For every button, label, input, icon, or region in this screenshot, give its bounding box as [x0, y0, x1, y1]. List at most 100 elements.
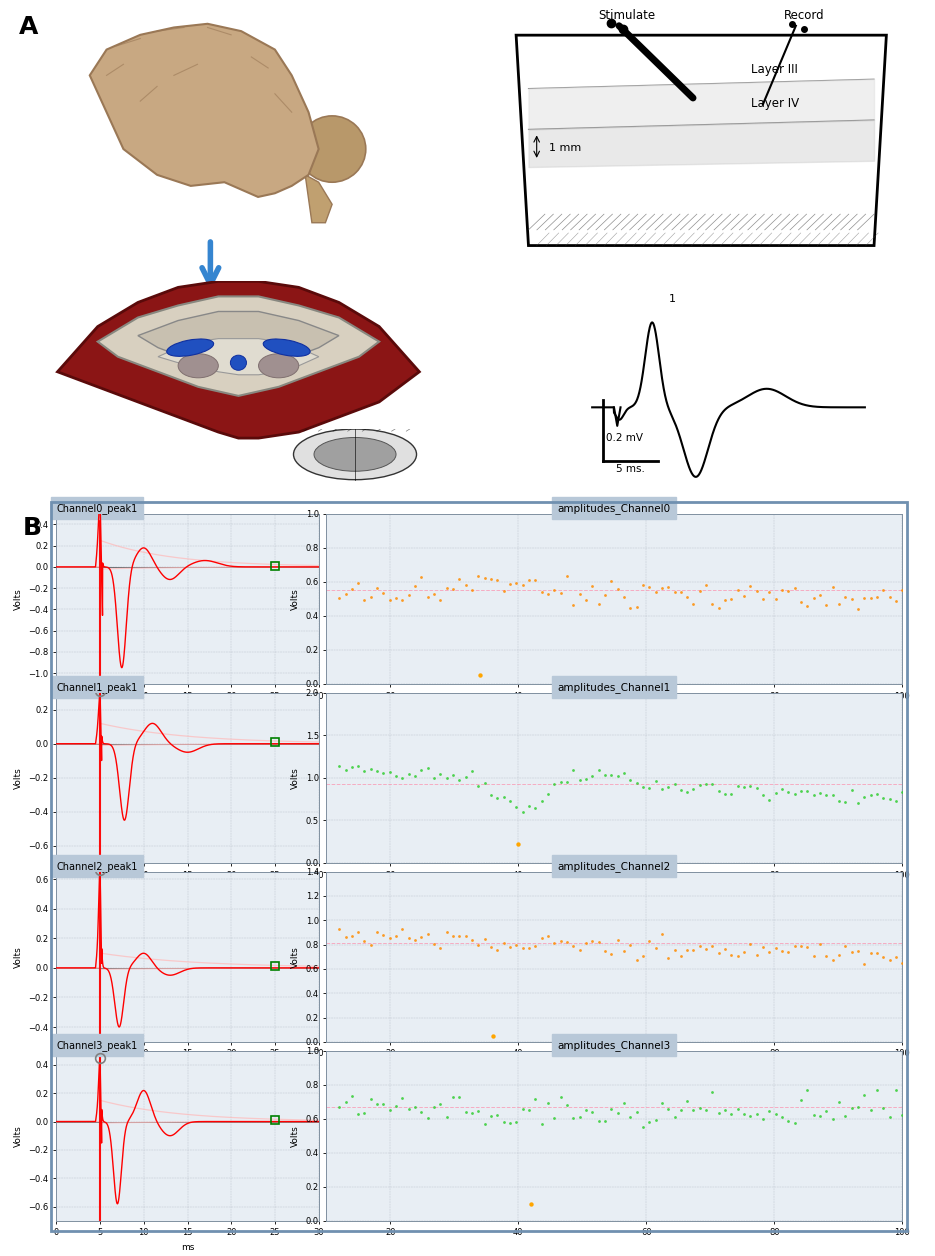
Point	[616, 941, 631, 961]
Text: Channel3_peak1: Channel3_peak1	[56, 1040, 137, 1050]
Point	[724, 589, 739, 609]
Point	[755, 937, 770, 957]
Point	[389, 588, 404, 608]
Point	[749, 580, 764, 600]
Point	[730, 776, 745, 796]
Point	[888, 947, 903, 967]
Point	[667, 775, 682, 795]
Point	[382, 927, 397, 947]
Point	[547, 580, 562, 600]
Point	[477, 772, 492, 793]
Point	[749, 1104, 764, 1124]
Point	[882, 950, 897, 970]
Point	[584, 931, 599, 951]
Point	[654, 578, 669, 598]
X-axis label: ms: ms	[180, 1064, 194, 1073]
Point	[414, 568, 429, 588]
Point	[364, 588, 379, 608]
Point	[774, 1107, 789, 1127]
Point	[540, 926, 555, 946]
Point	[591, 1110, 606, 1130]
Point	[673, 582, 688, 602]
Point	[401, 1099, 416, 1119]
Point	[483, 1105, 498, 1125]
Point	[787, 784, 802, 804]
Point	[831, 594, 846, 614]
Point	[515, 575, 530, 595]
Point	[364, 1089, 379, 1109]
Point	[522, 570, 537, 590]
Point	[395, 918, 410, 938]
Point	[369, 761, 384, 781]
Point	[831, 791, 846, 811]
Point	[509, 934, 524, 955]
Point	[446, 926, 461, 946]
Point	[724, 784, 739, 804]
Point	[876, 580, 891, 600]
Point	[597, 1112, 612, 1132]
Y-axis label: Volts: Volts	[14, 1125, 22, 1147]
Point	[446, 765, 461, 785]
Point	[591, 932, 606, 952]
Point	[692, 1098, 707, 1118]
Text: B: B	[23, 515, 42, 540]
Point	[661, 578, 676, 598]
Point	[813, 585, 827, 605]
Point	[888, 791, 903, 811]
Point	[522, 1100, 537, 1120]
Point	[344, 926, 359, 946]
Point	[496, 1113, 511, 1133]
Point	[888, 1080, 903, 1100]
Point	[414, 760, 429, 780]
Point	[528, 798, 543, 818]
Point	[524, 1193, 539, 1213]
Point	[787, 578, 802, 598]
Title: amplitudes_Channel1: amplitudes_Channel1	[557, 682, 671, 692]
Point	[465, 1103, 480, 1123]
Point	[414, 1102, 429, 1122]
Point	[490, 569, 505, 589]
Point	[806, 1105, 821, 1125]
Point	[584, 1103, 599, 1123]
Point	[737, 585, 752, 605]
Point	[826, 950, 841, 970]
Point	[338, 584, 353, 604]
Point	[547, 774, 562, 794]
Point	[401, 585, 416, 605]
Point	[806, 946, 821, 966]
Point	[844, 589, 859, 609]
X-axis label: ms: ms	[180, 885, 194, 894]
Point	[458, 927, 473, 947]
Point	[483, 785, 498, 805]
Point	[376, 764, 391, 784]
Point	[680, 1090, 695, 1110]
Title: amplitudes_Channel2: amplitudes_Channel2	[557, 860, 671, 872]
Point	[718, 784, 733, 804]
Point	[597, 585, 612, 605]
Point	[446, 579, 461, 599]
Point	[769, 938, 784, 958]
Point	[654, 780, 669, 800]
Point	[610, 929, 625, 950]
Point	[357, 1103, 372, 1123]
Point	[667, 1107, 682, 1127]
Point	[579, 769, 594, 789]
Point	[351, 756, 366, 776]
Point	[724, 1104, 739, 1124]
Point	[718, 589, 733, 609]
Point	[554, 583, 568, 603]
Point	[338, 760, 353, 780]
Point	[654, 924, 669, 945]
Point	[572, 941, 587, 961]
Point	[629, 950, 644, 970]
Point	[863, 785, 878, 805]
Point	[344, 579, 359, 599]
Point	[344, 757, 359, 777]
Point	[351, 1104, 366, 1124]
Point	[851, 1096, 866, 1117]
Point	[648, 938, 663, 958]
Point	[769, 1104, 784, 1124]
Point	[698, 938, 713, 958]
Point	[863, 588, 878, 608]
Point	[743, 1105, 758, 1125]
